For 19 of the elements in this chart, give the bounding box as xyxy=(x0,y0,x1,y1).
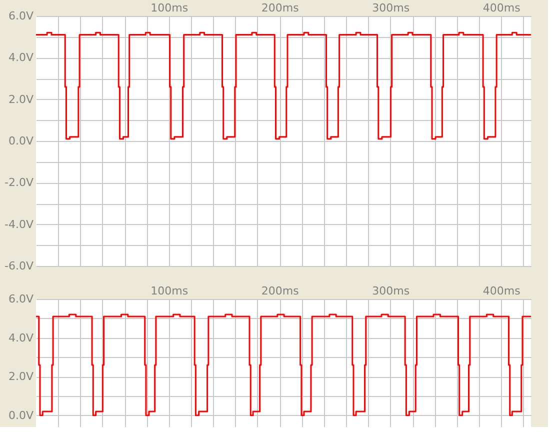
y-tick-label: 6.0V xyxy=(8,10,34,22)
y-tick-label: 2.0V xyxy=(8,370,34,384)
x-tick-label: 100ms xyxy=(150,2,188,14)
y-tick-label: 4.0V xyxy=(8,331,34,344)
x-tick-label: 100ms xyxy=(150,284,188,298)
x-tick-label: 400ms xyxy=(482,2,521,14)
y-tick-label: -4.0V xyxy=(4,218,34,231)
y-tick-label: 6.0V xyxy=(8,292,34,306)
y-tick-label: -2.0V xyxy=(4,176,34,190)
y-tick-label: 4.0V xyxy=(8,51,34,64)
x-tick-label: 200ms xyxy=(261,284,300,298)
x-tick-label: 400ms xyxy=(482,284,521,298)
x-tick-label: 200ms xyxy=(261,2,300,14)
y-tick-label: 0.0V xyxy=(8,134,34,148)
x-tick-label: 300ms xyxy=(372,284,410,298)
y-tick-label: -6.0V xyxy=(4,260,34,272)
x-tick-label: 300ms xyxy=(372,2,410,14)
y-tick-label: 2.0V xyxy=(8,92,34,106)
y-tick-label: 0.0V xyxy=(8,408,34,422)
